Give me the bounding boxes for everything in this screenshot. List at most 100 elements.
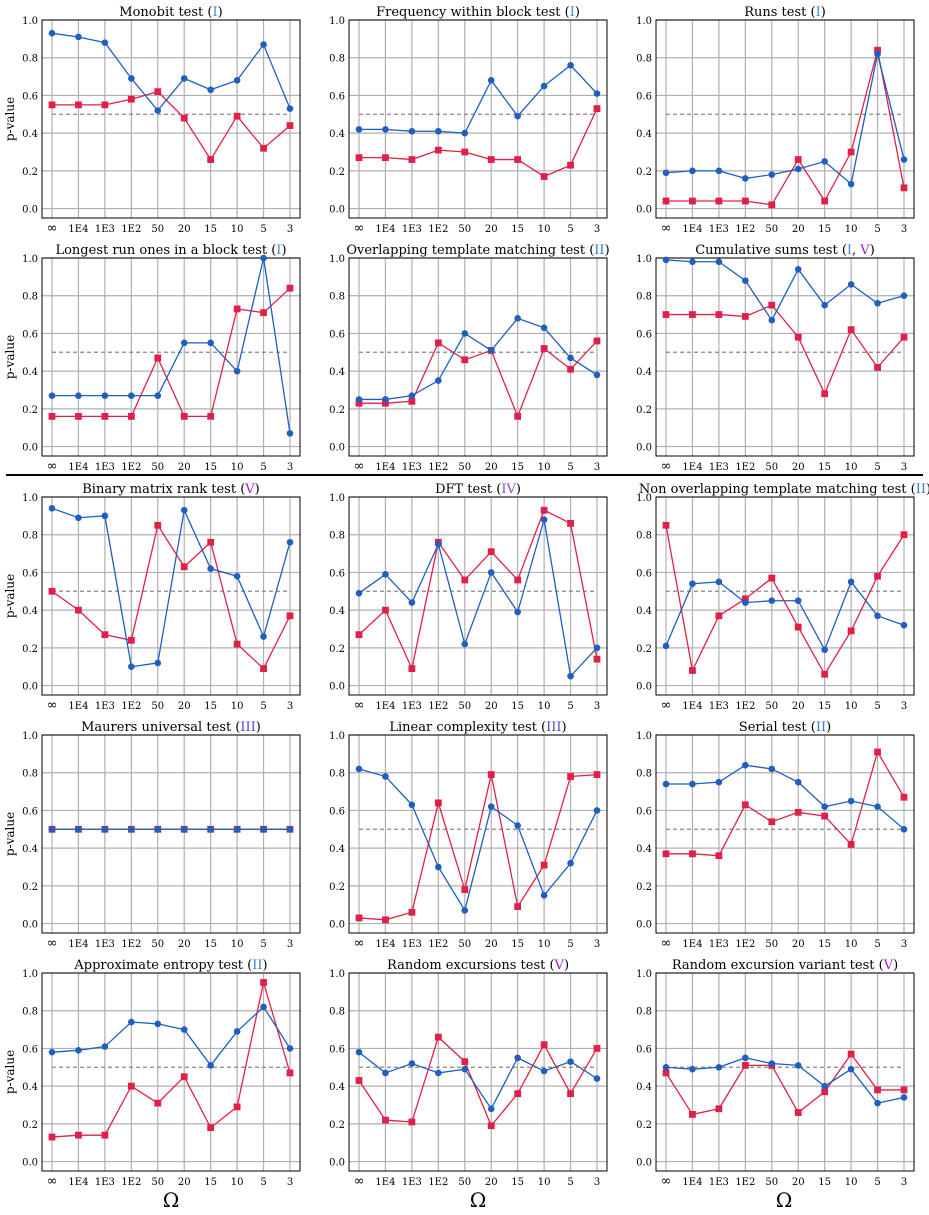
x-tick-label: ∞ [661,221,672,236]
data-point-square [741,1062,749,1069]
panel-1: 0.0 0.2 0.4 0.6 0.8 1.0 ∞ 1E4 1E3 1E2 50 20 15 10 5 3 p-… [3,5,301,236]
x-tick-label: 1E2 [121,1177,141,1188]
x-tick-label: 20 [485,939,498,950]
x-tick-label: 1E3 [95,462,115,473]
data-point-circle [180,339,188,347]
x-tick-label: 50 [151,224,164,235]
data-point-circle [233,367,241,375]
data-point-circle [487,347,495,354]
panel-title: Overlapping template matching test (II) [346,243,609,258]
panel-title: Frequency within block test (I) [376,5,580,20]
data-point-square [461,886,469,894]
data-point-circle [382,1069,389,1077]
category-tag: V [883,958,894,973]
data-point-square [874,46,881,54]
data-point-circle [435,863,442,871]
x-tick-label: 10 [231,701,244,712]
x-tick-label: 3 [594,1177,600,1188]
data-point-square [434,146,442,154]
data-point-circle [154,1020,162,1028]
y-tick-label: 0.8 [636,54,652,65]
y-tick-label: 1.0 [22,969,38,980]
data-point-square [382,1116,389,1124]
title-close-paren: ) [870,243,875,258]
y-tick-label: 0.8 [22,769,38,780]
data-point-circle [128,75,135,82]
data-point-square [487,771,495,778]
data-point-circle [48,1048,56,1056]
series-line-blue [51,507,291,668]
panel-title-text: Non overlapping template matching test ( [639,482,916,497]
title-close-paren: ) [256,720,261,735]
data-point-circle [900,621,908,629]
x-tick-label: 50 [458,462,471,473]
data-point-circle [101,392,109,399]
data-point-square [847,326,855,334]
data-point-circle [382,396,389,403]
x-tick-label: 3 [287,939,293,950]
title-close-paren: ) [562,720,567,735]
panel-title-text: Frequency within block test ( [376,5,570,20]
panel-title-text: DFT test ( [435,482,501,497]
data-point-square [540,1041,548,1049]
data-point-square [233,305,241,313]
data-point-square [154,354,162,362]
series-line-red [51,523,291,670]
section-separator [6,474,923,476]
x-tick-label: 1E2 [121,462,141,473]
panel-title: Random excursion variant test (V) [672,958,898,973]
x-tick-label: 1E2 [735,701,755,712]
x-tick-label: 1E4 [68,224,88,235]
data-point-square [567,161,574,169]
x-tick-label: 15 [511,224,524,235]
x-tick-label: 15 [818,462,831,473]
data-point-circle [48,825,56,833]
x-tick-label: 3 [594,939,600,950]
data-point-square [514,903,522,910]
data-point-circle [408,801,416,809]
panel-15: 0.0 0.2 0.4 0.6 0.8 1.0 ∞ 1E4 1E3 1E2 50 20 15 10 5 3 Ra… [636,958,915,1189]
x-axis-label-col2: Ω [469,1188,487,1212]
data-point-circle [75,33,82,41]
data-point-circle [662,1063,670,1071]
series-line-red [358,509,598,671]
data-point-square [900,333,908,341]
data-point-square [715,197,723,205]
data-point-circle [874,612,881,620]
y-tick-label: 0.0 [329,205,345,216]
x-tick-label: ∞ [661,936,672,951]
data-point-circle [514,1054,521,1062]
panel-8: 0.0 0.2 0.4 0.6 0.8 1.0 ∞ 1E4 1E3 1E2 50 20 15 10 5 3 DF… [329,482,608,713]
x-tick-label: 5 [260,462,266,473]
x-tick-label: 50 [765,1177,778,1188]
y-tick-label: 0.0 [329,920,345,931]
data-point-square [286,284,294,292]
data-point-square [48,1133,56,1141]
y-tick-label: 0.6 [636,568,652,579]
series-line-blue [358,1051,598,1111]
x-tick-label: 10 [538,224,551,235]
y-tick-label: 0.6 [329,806,345,817]
data-point-circle [794,1062,802,1069]
x-tick-label: 5 [567,462,573,473]
data-point-circle [900,825,908,833]
series-line-red [666,304,905,396]
series-line-red [359,340,598,419]
data-point-square [662,521,670,529]
x-tick-label: 3 [287,224,293,235]
data-point-circle [900,156,908,163]
panel-title-text: Monobit test ( [119,5,212,20]
data-point-circle [207,86,214,94]
title-close-paren: ) [821,5,826,20]
plot-frame [348,496,608,696]
series-line-red [665,1052,904,1116]
y-tick-label: 1.0 [22,493,38,504]
y-tick-label: 0.2 [22,167,38,178]
category-tag: II [916,482,926,497]
x-tick-label: 1E2 [735,939,755,950]
data-point-circle [847,797,855,805]
title-close-paren: ) [605,243,610,258]
data-point-square [260,309,267,317]
x-tick-label: 1E4 [68,462,88,473]
y-tick-label: 0.6 [329,329,345,340]
